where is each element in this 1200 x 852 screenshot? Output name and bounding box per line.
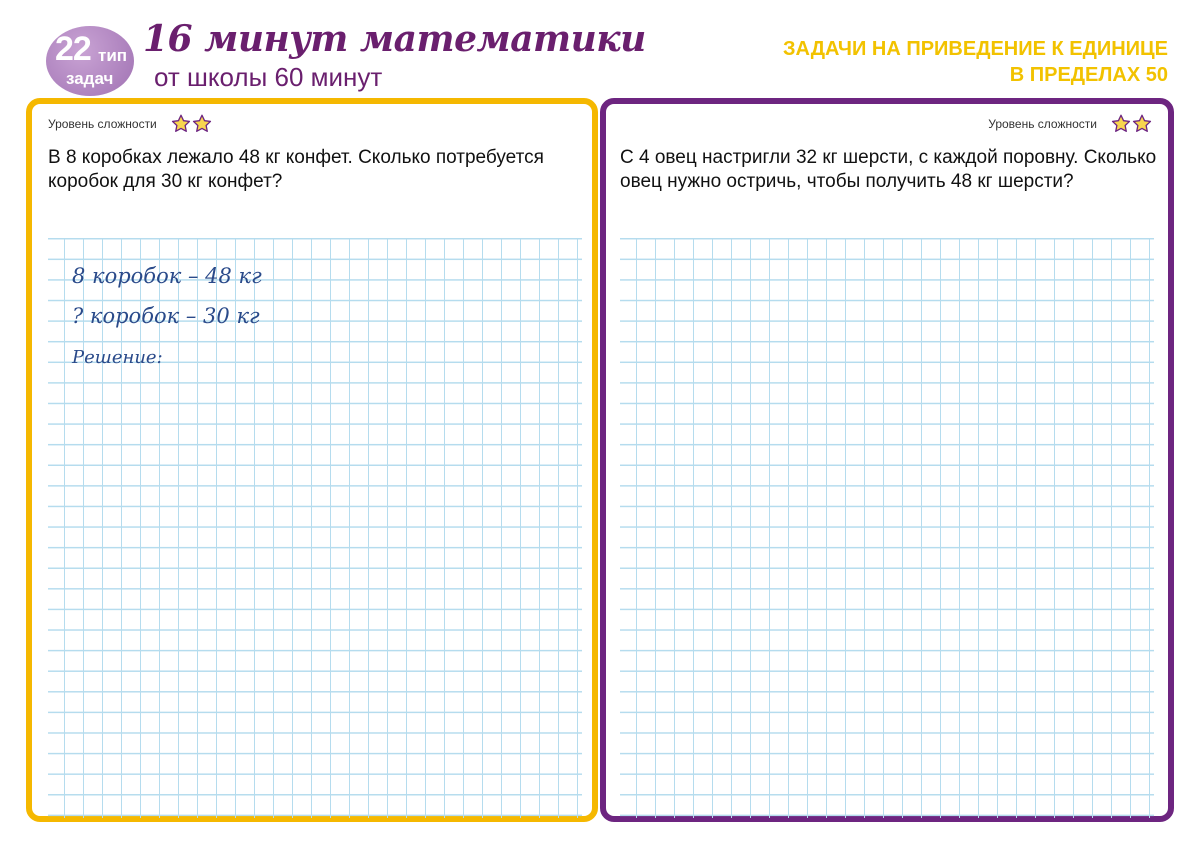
difficulty-stars: [171, 114, 212, 133]
handwritten-line: 8 коробок – 48 кг: [72, 264, 262, 288]
handwritten-line: ? коробок – 30 кг: [72, 304, 260, 328]
star-icon: [171, 114, 190, 133]
star-icon: [1111, 114, 1131, 133]
page-title: 16 минут математики: [143, 18, 646, 60]
task-card-2: Уровень сложности С 4 овец настригли 32 …: [600, 98, 1174, 822]
badge-word: задач: [66, 69, 114, 88]
task-question: В 8 коробках лежало 48 кг конфет. Скольк…: [48, 147, 544, 192]
page-subtitle: от школы 60 минут: [154, 62, 383, 92]
graph-paper-grid: [620, 238, 1154, 818]
difficulty-label: Уровень сложности: [988, 116, 1097, 131]
topic-line: ЗАДАЧИ НА ПРИВЕДЕНИЕ К ЕДИНИЦЕ: [783, 38, 1168, 60]
topic-line: В ПРЕДЕЛАХ 50: [1009, 64, 1168, 86]
difficulty-level: Уровень сложности: [988, 114, 1152, 133]
difficulty-label: Уровень сложности: [48, 116, 157, 131]
task-card-1: Уровень сложности В 8 коробках лежало 48…: [26, 98, 598, 822]
difficulty-stars: [1111, 114, 1152, 133]
badge-word: тип: [98, 46, 128, 65]
graph-paper-grid: [48, 238, 582, 818]
topic-heading: ЗАДАЧИ НА ПРИВЕДЕНИЕ К ЕДИНИЦЕ В ПРЕДЕЛА…: [783, 36, 1168, 88]
star-icon: [1132, 114, 1152, 133]
badge-number: 22: [55, 30, 92, 68]
difficulty-level: Уровень сложности: [48, 114, 212, 133]
star-icon: [192, 114, 211, 133]
task-type-badge: 22 тип задач: [46, 26, 134, 96]
task-question: С 4 овец настригли 32 кг шерсти, с каждо…: [620, 147, 1157, 192]
handwritten-line: Решение:: [72, 347, 163, 368]
